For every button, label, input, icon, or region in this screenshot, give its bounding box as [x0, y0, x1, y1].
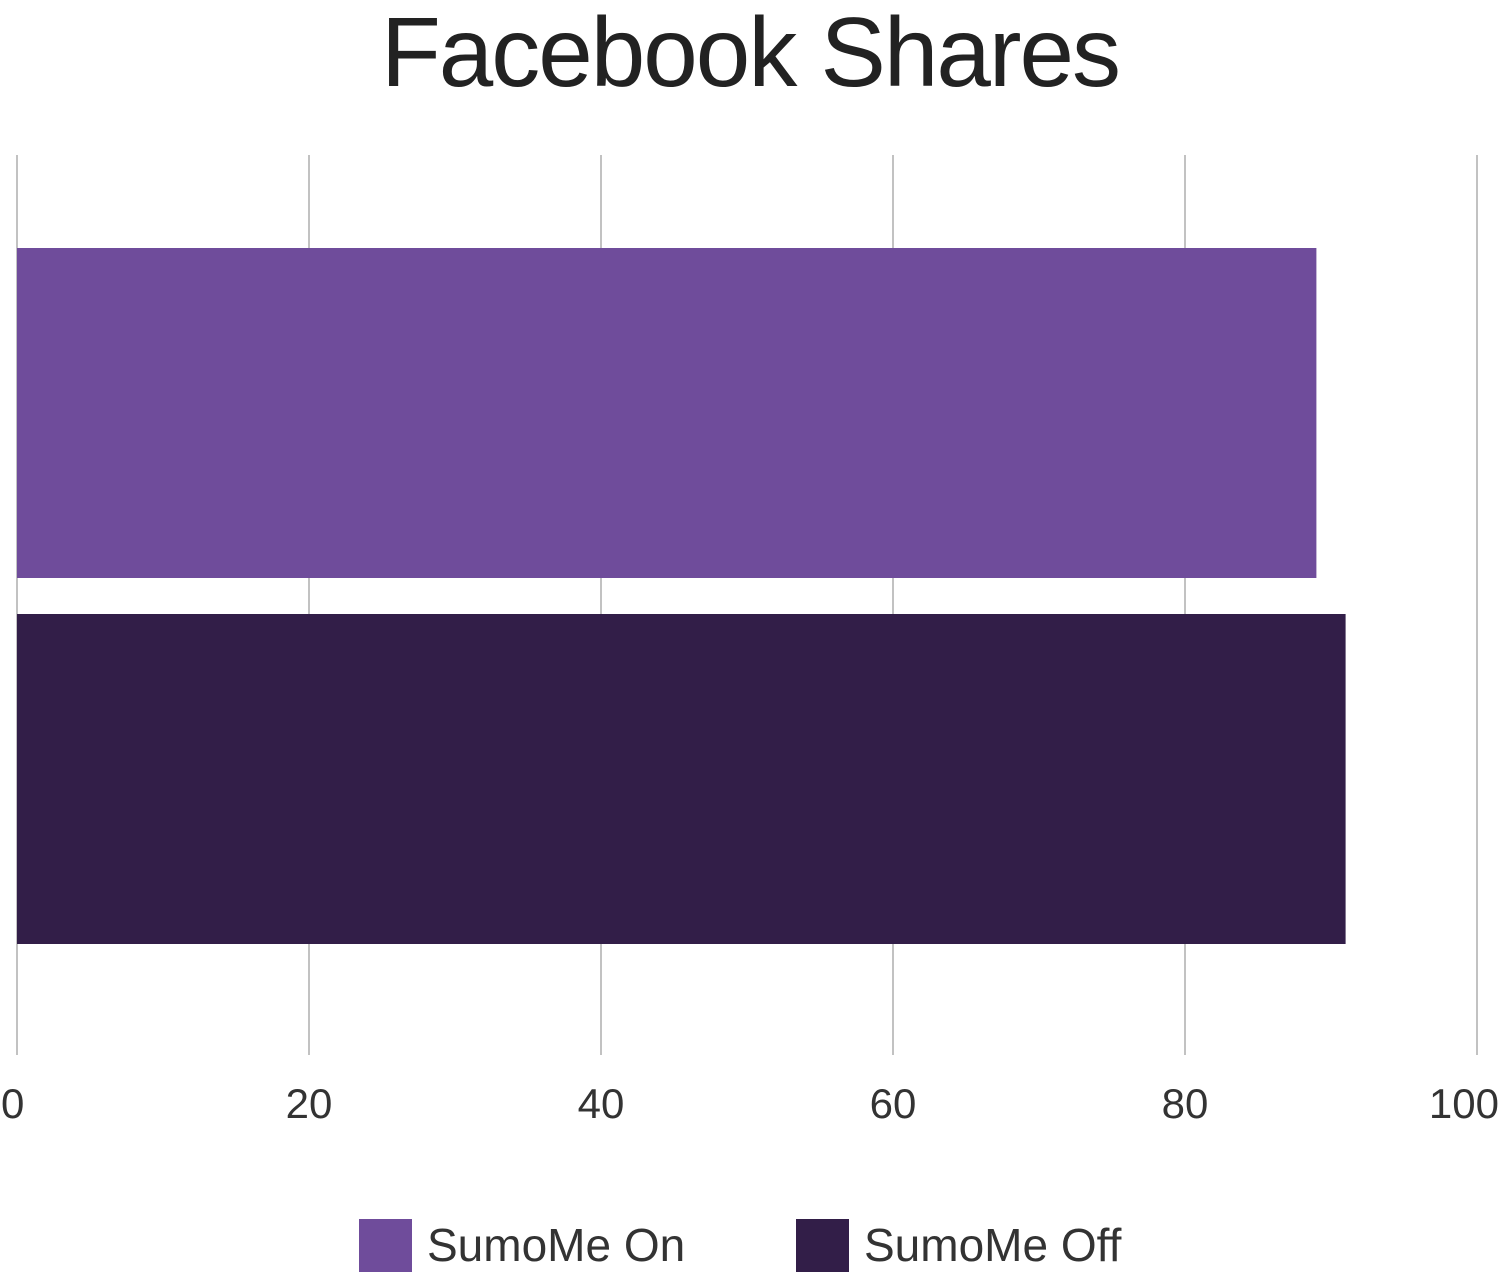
x-axis-ticks: 0 20 40 60 80 100 — [1, 1080, 1499, 1127]
legend-swatch-sumome-on — [359, 1219, 412, 1272]
chart-title: Facebook Shares — [380, 0, 1121, 107]
x-tick-label-20: 20 — [286, 1080, 333, 1127]
x-tick-label-80: 80 — [1162, 1080, 1209, 1127]
bar-sumome-off — [17, 614, 1346, 944]
x-tick-label-40: 40 — [578, 1080, 625, 1127]
legend-label-sumome-off: SumoMe Off — [864, 1219, 1122, 1271]
legend-swatch-sumome-off — [796, 1219, 849, 1272]
bars — [17, 248, 1346, 944]
legend: SumoMe On SumoMe Off — [0, 1217, 1500, 1273]
x-tick-label-0: 0 — [1, 1080, 24, 1127]
x-tick-label-60: 60 — [870, 1080, 917, 1127]
legend-label-sumome-on: SumoMe On — [427, 1219, 686, 1271]
x-tick-label-100: 100 — [1429, 1080, 1499, 1127]
bar-sumome-on — [17, 248, 1317, 578]
chart-plot: 0 20 40 60 80 100 — [1, 155, 1499, 1127]
